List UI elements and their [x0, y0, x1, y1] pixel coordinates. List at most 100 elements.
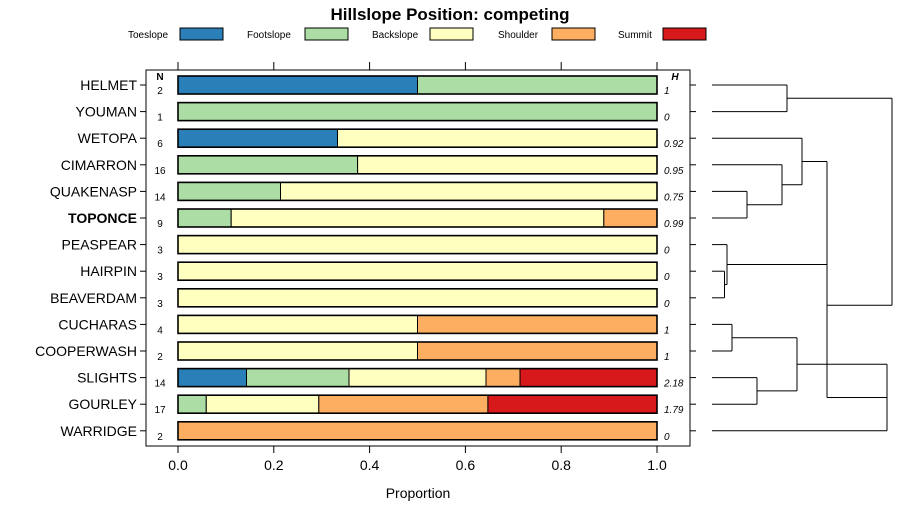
bar-segment-gourley-shoulder	[318, 394, 489, 414]
category-label-quakenasp: QUAKENASP	[50, 183, 137, 199]
bar-outline-quakenasp	[177, 181, 658, 202]
n-value-cooperwash: 2	[157, 352, 163, 363]
category-label-cucharas: CUCHARAS	[58, 316, 137, 332]
bar-outline-helmet	[177, 75, 658, 95]
bar-segment-quakenasp-footslope	[177, 181, 282, 201]
bar-segment-quakenasp-backslope	[280, 181, 658, 201]
h-value-slights: 2.18	[663, 379, 684, 390]
h-value-helmet: 1	[664, 86, 670, 97]
x-axis-label: Proportion	[386, 485, 451, 501]
bar-segment-helmet-footslope	[417, 75, 658, 95]
bar-segment-warridge-shoulder	[177, 421, 658, 441]
legend-label-toeslope: Toeslope	[128, 30, 168, 41]
n-value-youman: 1	[157, 113, 163, 124]
n-value-gourley: 17	[154, 405, 166, 416]
h-value-youman: 0	[664, 113, 670, 124]
bar-outline-gourley	[177, 394, 658, 415]
h-value-quakenasp: 0.75	[664, 192, 684, 203]
n-value-beaverdam: 3	[157, 299, 163, 310]
bar-outline-warridge	[177, 420, 658, 441]
legend-swatch-shoulder	[551, 27, 596, 41]
bar-outline-slights	[177, 367, 658, 388]
category-label-beaverdam: BEAVERDAM	[50, 290, 137, 306]
legend-swatch-backslope	[429, 27, 474, 41]
category-label-toponce: TOPONCE	[68, 210, 137, 226]
bar-outline-beaverdam	[177, 287, 658, 308]
n-value-hairpin: 3	[157, 272, 163, 283]
chart-title: Hillslope Position: competing	[331, 5, 570, 24]
h-value-warridge: 0	[664, 432, 670, 443]
category-label-cooperwash: COOPERWASH	[35, 343, 137, 359]
legend-label-backslope: Backslope	[372, 30, 419, 41]
bar-outline-toponce	[177, 208, 658, 228]
bar-outline-youman	[177, 101, 658, 122]
category-label-helmet: HELMET	[80, 77, 137, 93]
n-value-helmet: 2	[157, 86, 163, 97]
bar-segment-youman-footslope	[177, 102, 658, 122]
h-value-cucharas: 1	[664, 325, 670, 336]
bar-outline-cucharas	[177, 314, 658, 335]
bar-segment-slights-toeslope	[177, 368, 247, 388]
legend-label-footslope: Footslope	[247, 30, 291, 41]
bar-segment-cimarron-backslope	[357, 155, 658, 175]
legend-label-summit: Summit	[618, 30, 652, 41]
bar-segment-helmet-toeslope	[177, 75, 418, 95]
h-value-gourley: 1.79	[664, 405, 684, 416]
n-value-peaspear: 3	[157, 246, 163, 257]
h-value-cooperwash: 1	[664, 352, 670, 363]
h-header: H	[671, 72, 679, 83]
category-label-slights: SLIGHTS	[77, 370, 137, 386]
bar-segment-cimarron-footslope	[177, 155, 359, 175]
n-value-wetopa: 6	[157, 139, 163, 150]
n-header: N	[156, 72, 163, 83]
bar-segment-slights-shoulder	[485, 368, 521, 388]
bar-outline-hairpin	[177, 261, 658, 282]
bar-segment-cucharas-shoulder	[417, 314, 658, 334]
legend-label-shoulder: Shoulder	[498, 30, 539, 41]
bar-outline-peaspear	[177, 234, 658, 255]
x-tick-label-0: 0.0	[168, 457, 188, 473]
x-tick-label-4: 0.8	[551, 457, 571, 473]
legend: Toeslope Footslope Backslope Shoulder Summit	[128, 27, 707, 41]
category-label-youman: YOUMAN	[76, 104, 137, 120]
bar-segment-gourley-footslope	[177, 394, 207, 414]
category-label-wetopa: WETOPA	[78, 130, 138, 146]
n-value-cimarron: 16	[154, 166, 166, 177]
dendrogram	[712, 84, 893, 432]
n-value-toponce: 9	[157, 219, 163, 230]
bar-segment-gourley-summit	[487, 394, 658, 414]
bar-outline-wetopa	[177, 128, 658, 148]
x-axis: 0.0 0.2 0.4 0.6 0.8 1.0	[168, 446, 667, 473]
category-label-cimarron: CIMARRON	[61, 157, 137, 173]
legend-swatch-summit	[662, 27, 707, 41]
bar-segment-slights-backslope	[348, 368, 487, 388]
bar-segment-cucharas-backslope	[177, 314, 418, 334]
category-label-peaspear: PEASPEAR	[62, 237, 137, 253]
bar-segment-peaspear-backslope	[177, 235, 658, 255]
top-axis-ticks	[177, 62, 658, 70]
bar-segment-toponce-shoulder	[603, 208, 658, 228]
bar-outline-cooperwash	[177, 341, 658, 361]
category-label-hairpin: HAIRPIN	[80, 263, 137, 279]
legend-swatch-footslope	[304, 27, 349, 41]
h-value-wetopa: 0.92	[664, 139, 684, 150]
bar-segment-slights-summit	[519, 368, 658, 388]
h-value-hairpin: 0	[664, 272, 670, 283]
n-value-warridge: 2	[157, 432, 163, 443]
legend-swatch-toeslope	[179, 27, 224, 41]
plot-frame	[145, 69, 691, 447]
x-tick-label-1: 0.2	[264, 457, 284, 473]
bar-segment-toponce-backslope	[230, 208, 605, 228]
n-value-quakenasp: 14	[154, 192, 166, 203]
x-tick-label-2: 0.4	[360, 457, 380, 473]
n-value-cucharas: 4	[157, 325, 163, 336]
bar-rows: HELMET 2 1 YOUMAN 1 0 WETOPA 6 0.92 CIMARRON 16 0.9…	[35, 75, 696, 443]
bar-segment-beaverdam-backslope	[177, 288, 658, 308]
category-label-warridge: WARRIDGE	[61, 423, 137, 439]
x-tick-label-3: 0.6	[456, 457, 476, 473]
h-value-peaspear: 0	[664, 246, 670, 257]
h-value-beaverdam: 0	[664, 299, 670, 310]
h-value-cimarron: 0.95	[664, 166, 684, 177]
bar-segment-cooperwash-backslope	[177, 341, 418, 361]
